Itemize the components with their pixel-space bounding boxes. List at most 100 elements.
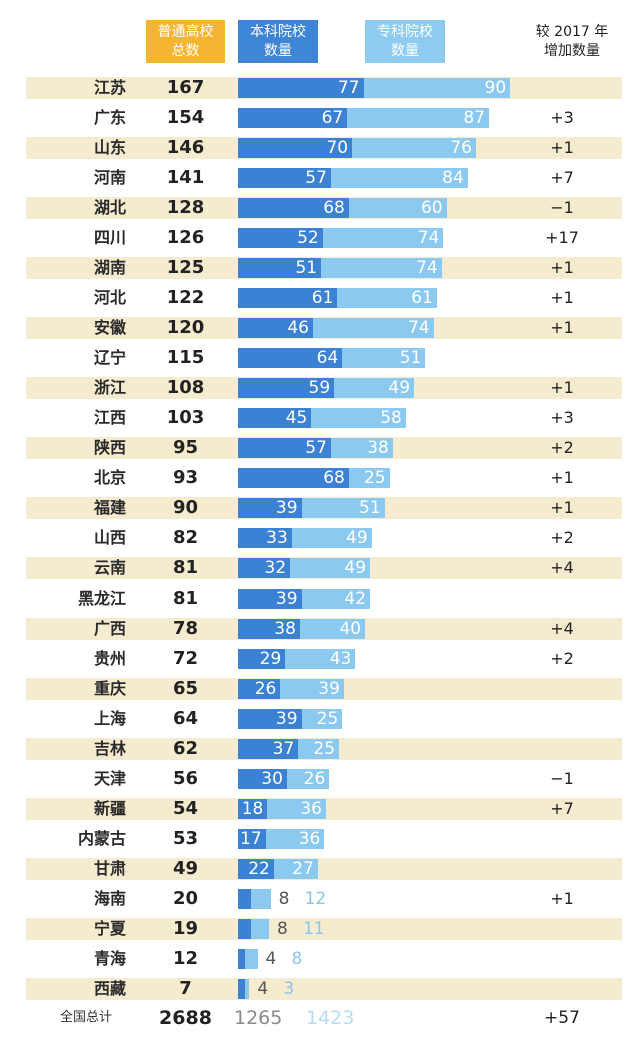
junior-college-bar — [244, 948, 258, 969]
undergrad-bar — [238, 138, 353, 159]
undergrad-value: 33 — [266, 528, 288, 549]
junior-college-bar — [352, 138, 476, 159]
footer-label: 全国总计 — [60, 1010, 113, 1025]
province-label: 黑龙江 — [77, 588, 126, 608]
table-row: 湖北 128 68 60 −1 — [26, 193, 622, 223]
footer-junior-total: 1423 — [306, 1007, 355, 1029]
junior-college-bar — [301, 708, 343, 729]
undergrad-bar — [238, 408, 312, 429]
table-row: 广西 78 38 40 +4 — [26, 614, 622, 644]
undergrad-bar — [238, 78, 364, 98]
table-row: 内蒙古 53 17 36 — [26, 824, 622, 854]
province-label: 西藏 — [93, 978, 126, 998]
junior-college-value: 12 — [304, 888, 327, 909]
total-value: 146 — [166, 137, 205, 159]
increase-value: −1 — [550, 768, 574, 788]
increase-value: +3 — [550, 108, 574, 128]
total-value: 90 — [172, 497, 199, 519]
undergrad-bar — [238, 858, 274, 879]
junior-college-value: 25 — [313, 738, 336, 759]
undergrad-value: 37 — [272, 738, 295, 759]
province-label: 海南 — [93, 888, 126, 908]
junior-college-bar — [337, 288, 437, 309]
undergrad-bar — [238, 258, 322, 279]
junior-college-value: 36 — [300, 798, 322, 819]
increase-value: +2 — [550, 438, 574, 458]
table-row: 云南 81 32 49 +4 — [26, 553, 622, 583]
row-band — [26, 977, 622, 1000]
junior-college-value: 40 — [339, 618, 362, 639]
junior-college-bar — [273, 858, 318, 879]
undergrad-value: 8 — [278, 888, 290, 909]
table-row: 山西 82 33 49 +2 — [26, 523, 622, 553]
table-row: 河北 122 61 61 +1 — [26, 283, 622, 313]
table-row: 上海 64 39 25 — [26, 704, 622, 734]
junior-college-bar — [330, 168, 468, 189]
junior-college-bar — [290, 558, 371, 579]
junior-college-value: 25 — [363, 468, 386, 489]
increase-value: +1 — [550, 888, 574, 908]
undergrad-value: 68 — [323, 198, 345, 219]
total-value: 82 — [172, 527, 199, 549]
undergrad-value: 70 — [326, 138, 349, 159]
increase-value — [522, 704, 602, 734]
table-row: 四川 126 52 74 +17 — [26, 223, 622, 253]
junior-college-bar — [267, 798, 326, 819]
undergrad-bar — [238, 678, 281, 699]
undergrad-value: 61 — [311, 288, 334, 309]
total-value: 65 — [172, 677, 199, 699]
undergrad-bar — [238, 768, 287, 789]
undergrad-bar — [238, 108, 348, 129]
footer-total: 2688 — [159, 1007, 212, 1029]
header-total: 普通高校 总数 — [146, 20, 225, 63]
undergrad-value: 4 — [265, 948, 277, 969]
undergrad-value: 30 — [261, 768, 283, 789]
junior-college-bar — [301, 498, 385, 519]
undergrad-value: 77 — [337, 78, 360, 98]
header-undergrad: 本科院校 数量 — [238, 20, 318, 63]
increase-value: +4 — [550, 618, 574, 638]
increase-value — [522, 73, 602, 103]
undergrad-value: 38 — [274, 618, 296, 639]
total-value: 49 — [172, 857, 199, 879]
increase-value: +3 — [550, 408, 574, 428]
increase-value — [522, 824, 602, 854]
undergrad-value: 29 — [259, 648, 282, 669]
undergrad-value: 57 — [305, 438, 327, 459]
undergrad-bar — [238, 498, 302, 519]
province-label: 贵州 — [93, 648, 126, 668]
increase-value — [522, 854, 602, 884]
total-value: 53 — [172, 827, 199, 849]
undergrad-bar — [238, 708, 302, 729]
header-increase: 较 2017 年 增加数量 — [535, 23, 609, 59]
undergrad-bar — [238, 318, 313, 339]
junior-college-bar — [251, 918, 269, 939]
undergrad-bar — [238, 798, 268, 819]
province-label: 云南 — [93, 558, 126, 578]
undergrad-value: 46 — [287, 318, 309, 339]
province-label: 天津 — [93, 768, 126, 788]
junior-college-bar — [348, 198, 447, 219]
undergrad-value: 68 — [323, 468, 345, 489]
junior-college-bar — [342, 348, 426, 369]
table-row: 江苏 167 77 90 — [26, 73, 622, 103]
junior-college-value: 76 — [450, 138, 472, 159]
total-value: 120 — [166, 317, 205, 339]
province-label: 江西 — [93, 408, 126, 428]
junior-college-bar — [265, 828, 325, 849]
undergrad-value: 32 — [264, 558, 287, 579]
junior-college-value: 25 — [316, 708, 339, 729]
increase-value — [522, 584, 602, 614]
total-value: 19 — [172, 917, 199, 939]
undergrad-value: 64 — [316, 348, 339, 369]
province-label: 安徽 — [93, 318, 126, 338]
table-row: 黑龙江 81 39 42 — [26, 584, 622, 614]
junior-college-value: 58 — [380, 408, 402, 429]
table-row: 辽宁 115 64 51 — [26, 343, 622, 373]
junior-college-value: 11 — [302, 918, 325, 939]
junior-college-value: 84 — [442, 168, 464, 189]
increase-value — [522, 674, 602, 704]
undergrad-bar — [238, 588, 302, 609]
total-value: 141 — [166, 167, 205, 189]
junior-college-value: 42 — [344, 588, 367, 609]
